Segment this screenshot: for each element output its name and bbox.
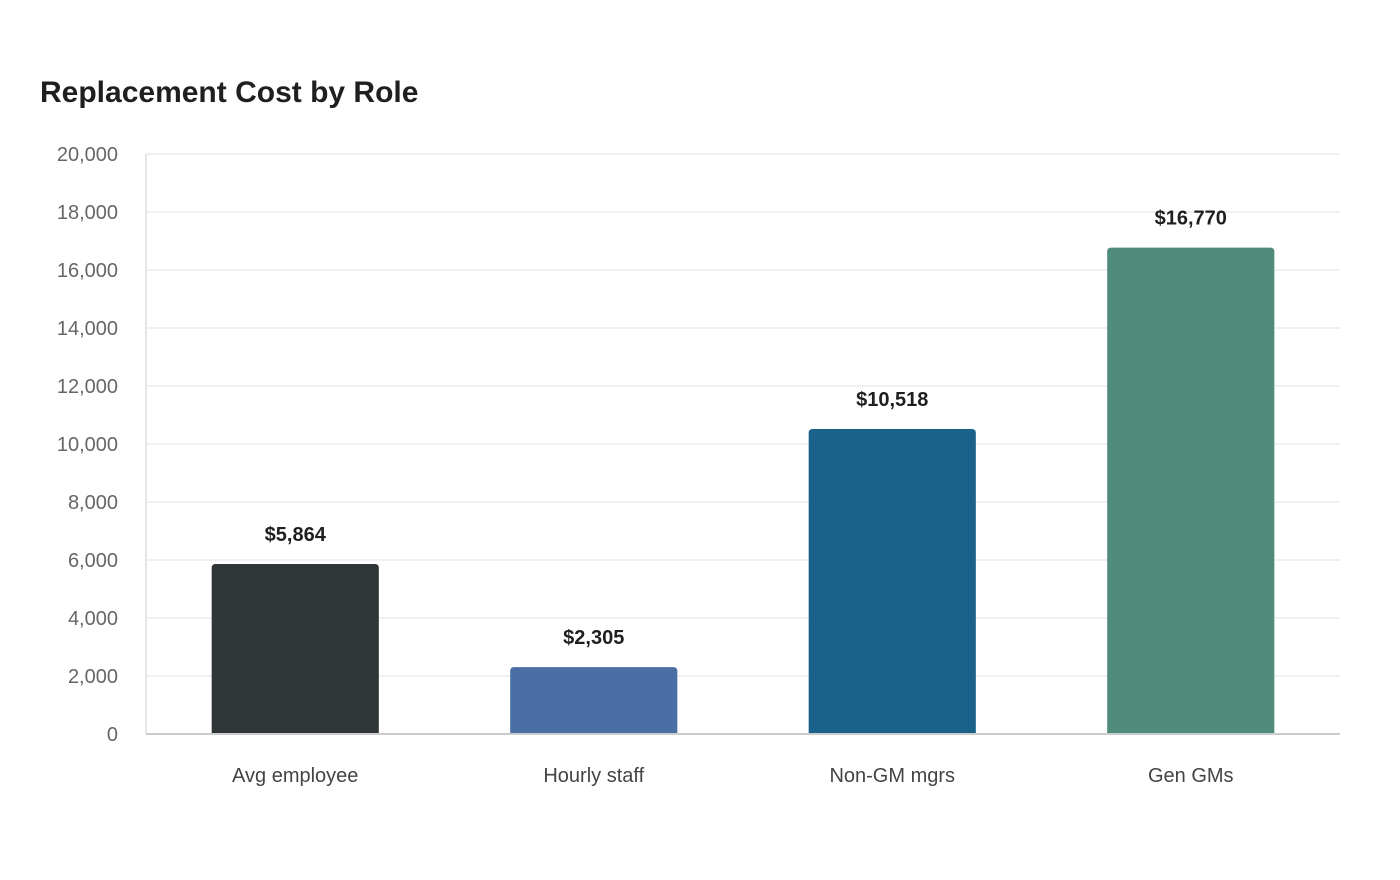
bar-gen-gms	[1107, 247, 1275, 735]
bar-hourly-staff	[510, 667, 678, 734]
y-tick-label: 2,000	[68, 666, 118, 688]
x-category-label: Avg employee	[232, 765, 358, 787]
y-axis-tick-labels: 0 2,000 4,000 6,000 8,000 10,000 12,000 14,000 1…	[57, 144, 118, 746]
x-category-label: Hourly staff	[543, 765, 644, 787]
bars	[211, 247, 1275, 735]
y-tick-label: 6,000	[68, 550, 118, 572]
data-label: $10,518	[856, 389, 928, 411]
bar-avg-employee	[211, 563, 379, 734]
data-label: $2,305	[563, 627, 624, 649]
y-tick-label: 4,000	[68, 608, 118, 630]
y-tick-label: 0	[107, 724, 118, 746]
bar-non-gm-mgrs	[808, 428, 976, 734]
y-tick-label: 8,000	[68, 492, 118, 514]
y-tick-label: 12,000	[57, 376, 118, 398]
y-tick-label: 10,000	[57, 434, 118, 456]
data-label: $5,864	[265, 524, 327, 546]
y-tick-label: 20,000	[57, 144, 118, 166]
y-tick-label: 18,000	[57, 202, 118, 224]
chart-title: Replacement Cost by Role	[40, 76, 419, 109]
y-tick-label: 14,000	[57, 318, 118, 340]
x-category-label: Non-GM mgrs	[829, 765, 955, 787]
x-category-label: Gen GMs	[1148, 765, 1234, 787]
data-label: $16,770	[1155, 208, 1227, 230]
x-axis-category-labels: Avg employee Hourly staff Non-GM mgrs Gen G…	[232, 765, 1233, 787]
data-labels: $5,864 $2,305 $10,518 $16,770	[265, 208, 1227, 649]
y-tick-label: 16,000	[57, 260, 118, 282]
